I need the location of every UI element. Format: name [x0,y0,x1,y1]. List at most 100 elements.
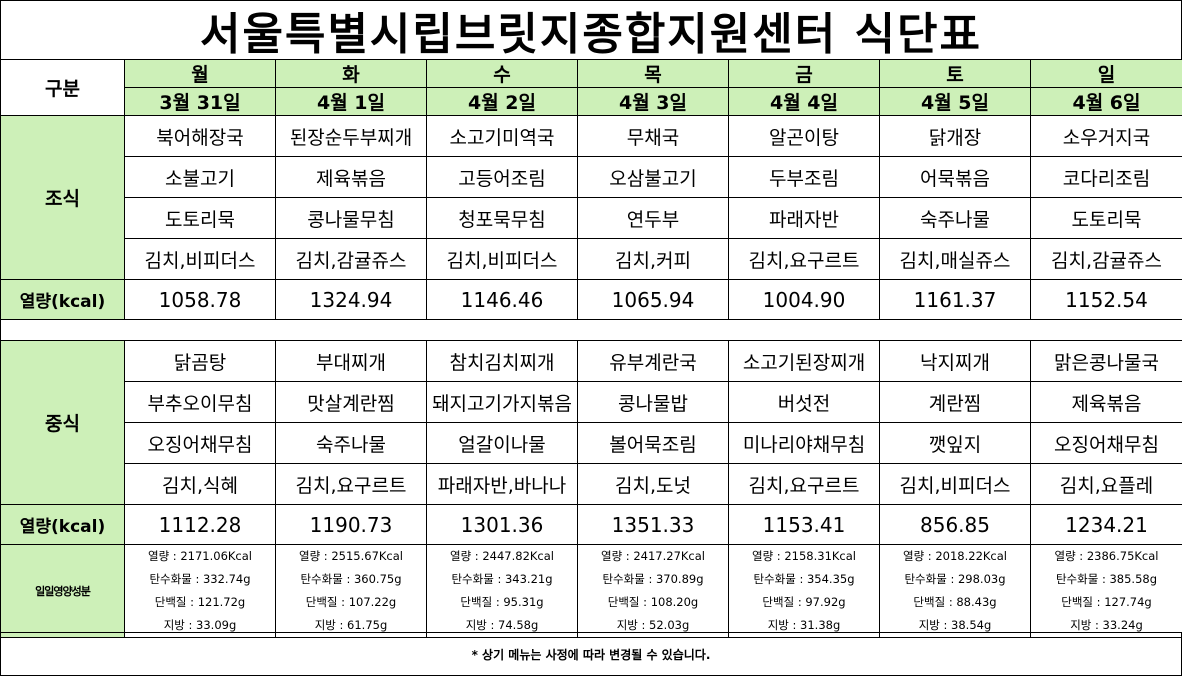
lunch-menu-item: 김치,비피더스 [879,463,1031,505]
nutrition-line: 단백질 : 95.31g [460,595,544,609]
nutrition-label: 일일영양성분 [0,544,125,638]
lunch-menu-item: 닭곰탕 [124,340,276,382]
day-name: 월 [124,59,276,88]
nutrition-line: 지방 : 33.24g [1070,618,1143,632]
breakfast-menu-item: 제육볶음 [275,156,427,198]
breakfast-menu-item: 두부조림 [728,156,880,198]
breakfast-menu-item: 도토리묵 [1030,197,1182,239]
lunch-menu-item: 김치,요구르트 [275,463,427,505]
nutrition-cell: 열량 : 2515.67Kcal 탄수화물 : 360.75g 단백질 : 107.… [275,544,427,638]
nutrition-cell: 열량 : 2447.82Kcal 탄수화물 : 343.21g 단백질 : 95.3… [426,544,578,638]
nutrition-line: 단백질 : 121.72g [154,595,246,609]
lunch-kcal-value: 1234.21 [1030,504,1182,545]
day-date: 3월 31일 [124,87,276,116]
nutrition-line: 열량 : 2158.31Kcal [751,549,856,563]
breakfast-section-label: 조식 [0,115,125,280]
nutrition-line: 열량 : 2018.22Kcal [902,549,1007,563]
nutrition-line: 단백질 : 88.43g [913,595,997,609]
breakfast-menu-item: 알곤이탕 [728,115,880,157]
lunch-menu-item: 제육볶음 [1030,381,1182,423]
day-name: 일 [1030,59,1182,88]
lunch-menu-item: 김치,도넛 [577,463,729,505]
nutrition-line: 지방 : 31.38g [767,618,841,632]
breakfast-menu-item: 오삼불고기 [577,156,729,198]
nutrition-line: 지방 : 38.54g [918,618,992,632]
lunch-menu-item: 볼어묵조림 [577,422,729,464]
lunch-menu-row: 부추오이무침 맛살계란찜 돼지고기가지볶음 콩나물밥 버섯전 계란찜 제육볶음 [1,381,1182,423]
nutrition-line: 열량 : 2447.82Kcal [449,549,554,563]
nutrition-line: 탄수화물 : 354.35g [753,572,855,586]
breakfast-menu-item: 청포묵무침 [426,197,578,239]
breakfast-menu-row: 조식 북어해장국 된장순두부찌개 소고기미역국 무채국 알곤이탕 닭개장 소우거지국 [0,115,1182,280]
nutrition-line: 지방 : 74.58g [465,618,539,632]
day-date: 4월 1일 [275,87,427,116]
breakfast-kcal-value: 1004.90 [728,279,880,320]
nutrition-line: 지방 : 33.09g [163,618,237,632]
lunch-kcal-label: 열량(kcal) [0,504,125,545]
menu-table: 구분 월 화 수 목 금 토 일 3월 31일 4월 1일 4월 2일 4월 3… [0,59,1182,638]
lunch-menu-item: 파래자반,바나나 [426,463,578,505]
lunch-menu-item: 오징어채무침 [124,422,276,464]
nutrition-line: 탄수화물 : 360.75g [300,572,402,586]
lunch-menu-item: 김치,요플레 [1030,463,1182,505]
lunch-kcal-value: 1301.36 [426,504,578,545]
page-title: 서울특별시립브릿지종합지원센터 식단표 [0,0,1182,60]
lunch-kcal-value: 1153.41 [728,504,880,545]
gap-cell [0,319,1182,341]
day-date: 4월 6일 [1030,87,1182,116]
day-name: 금 [728,59,880,88]
header-label: 구분 [0,59,125,116]
breakfast-menu-item: 콩나물무침 [275,197,427,239]
day-name: 토 [879,59,1031,88]
lunch-menu-item: 계란찜 [879,381,1031,423]
nutrition-line: 열량 : 2417.27Kcal [600,549,705,563]
nutrition-line: 지방 : 52.03g [616,618,690,632]
breakfast-menu-item: 김치,매실쥬스 [879,238,1031,280]
breakfast-menu-item: 김치,요구르트 [728,238,880,280]
lunch-menu-item: 미나리야채무침 [728,422,880,464]
lunch-kcal-value: 1190.73 [275,504,427,545]
breakfast-menu-item: 김치,감귤쥬스 [1030,238,1182,280]
lunch-menu-item: 소고기된장찌개 [728,340,880,382]
day-date: 4월 2일 [426,87,578,116]
day-name: 수 [426,59,578,88]
breakfast-menu-item: 소우거지국 [1030,115,1182,157]
header-date-row: 3월 31일 4월 1일 4월 2일 4월 3일 4월 4일 4월 5일 4월 … [1,87,1182,116]
lunch-menu-item: 유부계란국 [577,340,729,382]
nutrition-line: 단백질 : 108.20g [607,595,699,609]
lunch-menu-item: 부대찌개 [275,340,427,382]
nutrition-line: 열량 : 2386.75Kcal [1054,549,1159,563]
nutrition-line: 탄수화물 : 298.03g [904,572,1006,586]
breakfast-menu-item: 파래자반 [728,197,880,239]
breakfast-kcal-value: 1152.54 [1030,279,1182,320]
lunch-menu-item: 맑은콩나물국 [1030,340,1182,382]
breakfast-kcal-value: 1161.37 [879,279,1031,320]
breakfast-menu-item: 무채국 [577,115,729,157]
breakfast-menu-row: 도토리묵 콩나물무침 청포묵무침 연두부 파래자반 숙주나물 도토리묵 [1,197,1182,239]
breakfast-kcal-value: 1058.78 [124,279,276,320]
lunch-kcal-value: 856.85 [879,504,1031,545]
day-date: 4월 3일 [577,87,729,116]
day-name: 화 [275,59,427,88]
breakfast-menu-item: 북어해장국 [124,115,276,157]
nutrition-line: 탄수화물 : 385.58g [1055,572,1158,586]
breakfast-kcal-value: 1324.94 [275,279,427,320]
nutrition-line: 탄수화물 : 332.74g [149,572,251,586]
breakfast-kcal-value: 1146.46 [426,279,578,320]
breakfast-menu-item: 김치,비피더스 [124,238,276,280]
header-day-row: 구분 월 화 수 목 금 토 일 [0,59,1182,116]
lunch-menu-item: 맛살계란찜 [275,381,427,423]
nutrition-cell: 열량 : 2018.22Kcal 탄수화물 : 298.03g 단백질 : 88.4… [879,544,1031,638]
breakfast-menu-item: 코다리조림 [1030,156,1182,198]
breakfast-menu-item: 닭개장 [879,115,1031,157]
breakfast-menu-item: 숙주나물 [879,197,1031,239]
lunch-menu-item: 부추오이무침 [124,381,276,423]
breakfast-kcal-label: 열량(kcal) [0,279,125,320]
nutrition-cell: 열량 : 2158.31Kcal 탄수화물 : 354.35g 단백질 : 97.9… [728,544,880,638]
nutrition-cell: 열량 : 2386.75Kcal 탄수화물 : 385.58g 단백질 : 127.… [1030,544,1182,638]
nutrition-line: 단백질 : 97.92g [762,595,846,609]
day-name: 목 [577,59,729,88]
nutrition-line: 단백질 : 107.22g [305,595,397,609]
lunch-menu-item: 김치,식혜 [124,463,276,505]
